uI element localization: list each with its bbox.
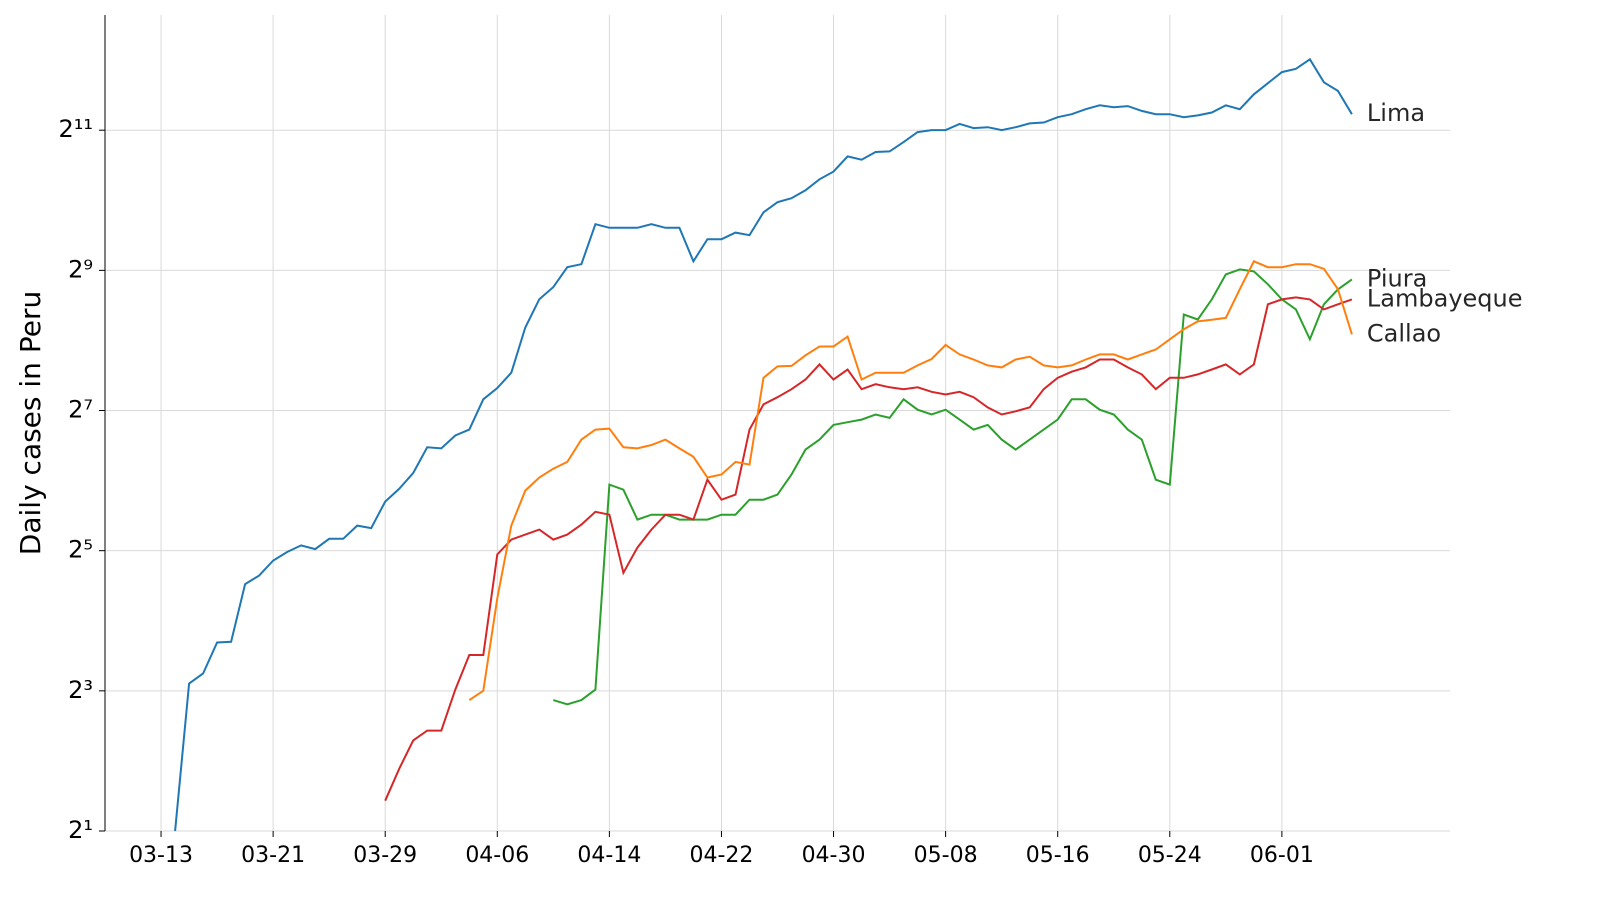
x-tick-label: 03-21 [241,843,305,868]
legend-label: Piura [1367,264,1427,292]
y-tick-label: 2¹¹ [58,115,93,143]
y-tick-label: 2⁵ [68,536,93,564]
labels: 2¹ 2³ 2⁵ 2⁷ 2⁹ 2¹¹ 03-13 03-21 03-29 04-06 04-14 04… [58,99,1522,868]
y-tick-label: 2⁷ [68,396,93,424]
grid [99,15,1450,837]
legend-label: Lima [1367,99,1425,127]
y-axis-label: Daily cases in Peru [14,291,47,555]
x-tick-label: 04-06 [465,843,529,868]
x-tick-label: 04-30 [802,843,866,868]
x-tick-label: 03-13 [129,843,193,868]
series-line [384,296,1353,802]
series-line [553,268,1353,706]
x-tick-label: 05-24 [1138,843,1202,868]
series-line [174,57,1353,832]
x-tick-label: 04-14 [577,843,641,868]
x-tick-label: 05-08 [914,843,978,868]
series-line [468,260,1353,701]
plot-area [174,57,1353,832]
legend-label: Callao [1367,319,1441,347]
x-tick-label: 04-22 [689,843,753,868]
x-tick-label: 03-29 [353,843,417,868]
legend-label: Lambayeque [1367,284,1523,312]
y-tick-label: 2¹ [68,816,93,844]
y-tick-label: 2³ [68,676,93,704]
y-tick-label: 2⁹ [68,255,93,283]
x-tick-label: 06-01 [1250,843,1314,868]
x-tick-label: 05-16 [1026,843,1090,868]
